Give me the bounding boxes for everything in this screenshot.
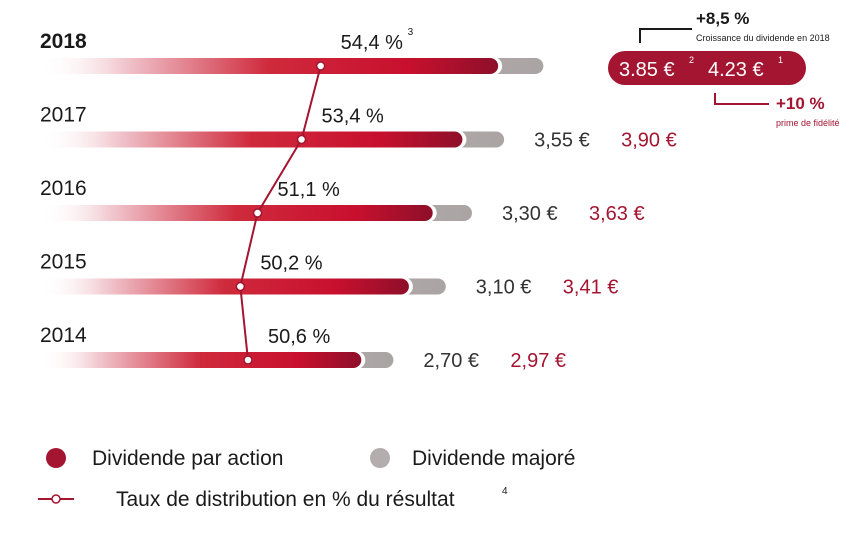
legend-majored-swatch [370,448,390,468]
legend: Dividende par action Dividende majoré Ta… [38,447,575,511]
legend-dividend-swatch [46,448,66,468]
legend-rate-label: Taux de distribution en % du résultat [116,488,455,511]
growth-value: +8,5 % [696,9,749,28]
highlight-2018: 3.85 € 2 4.23 € 1 [608,51,806,85]
majored-value-2014: 2,97 € [510,350,566,372]
rate-footnote-2018: 3 [408,27,414,38]
rate-point-2018 [315,61,326,71]
growth-label: Croissance du dividende en 2018 [696,33,830,43]
rate-label-2015: 50,2 % [260,253,322,275]
legend-dividend-label: Dividende par action [92,447,283,470]
legend-majored-label: Dividende majoré [412,447,575,470]
dividend-value-2017: 3,55 € [534,130,590,152]
pill-base-footnote: 2 [689,55,694,65]
bar-dividend-2014 [40,352,362,368]
bonus-label: prime de fidélité [776,118,840,128]
year-label-2016: 2016 [40,177,87,200]
year-label-2015: 2015 [40,251,87,274]
bar-dividend-2017 [40,131,463,148]
bar-dividend-2016 [40,205,433,221]
majored-value-2017: 3,90 € [621,130,677,152]
growth-bracket [639,28,692,43]
bonus-annotation: +10 % prime de fidélité [714,93,840,128]
year-label-2014: 2014 [40,324,87,347]
bonus-bracket [714,93,769,105]
year-label-2018: 2018 [40,30,87,53]
legend-rate-marker [51,494,61,504]
pill-major-value: 4.23 € [708,59,764,81]
dividend-value-2015: 3,10 € [476,277,532,299]
pill-major-footnote: 1 [778,55,783,65]
legend-rate-footnote: 4 [502,486,508,497]
rate-point-2017 [296,134,307,145]
bonus-value: +10 % [776,94,825,113]
rate-label-2016: 51,1 % [278,179,340,201]
highlight-pill [608,51,806,85]
bar-dividend-2018 [40,58,499,74]
bar-dividend-2015 [40,278,409,295]
growth-annotation: +8,5 % Croissance du dividende en 2018 [639,9,830,43]
dividend-value-2016: 3,30 € [502,203,558,225]
pill-base-value: 3.85 € [619,59,675,81]
rate-point-2016 [252,208,263,218]
rate-point-2014 [243,355,253,365]
majored-value-2016: 3,63 € [589,203,645,225]
rate-label-2014: 50,6 % [268,326,330,348]
rate-label-2017: 53,4 % [322,106,384,128]
majored-value-2015: 3,41 € [563,277,619,299]
year-label-2017: 2017 [40,104,87,127]
dividend-value-2014: 2,70 € [423,350,479,372]
rate-label-2018: 54,4 % [341,32,403,54]
rate-point-2015 [235,281,246,292]
